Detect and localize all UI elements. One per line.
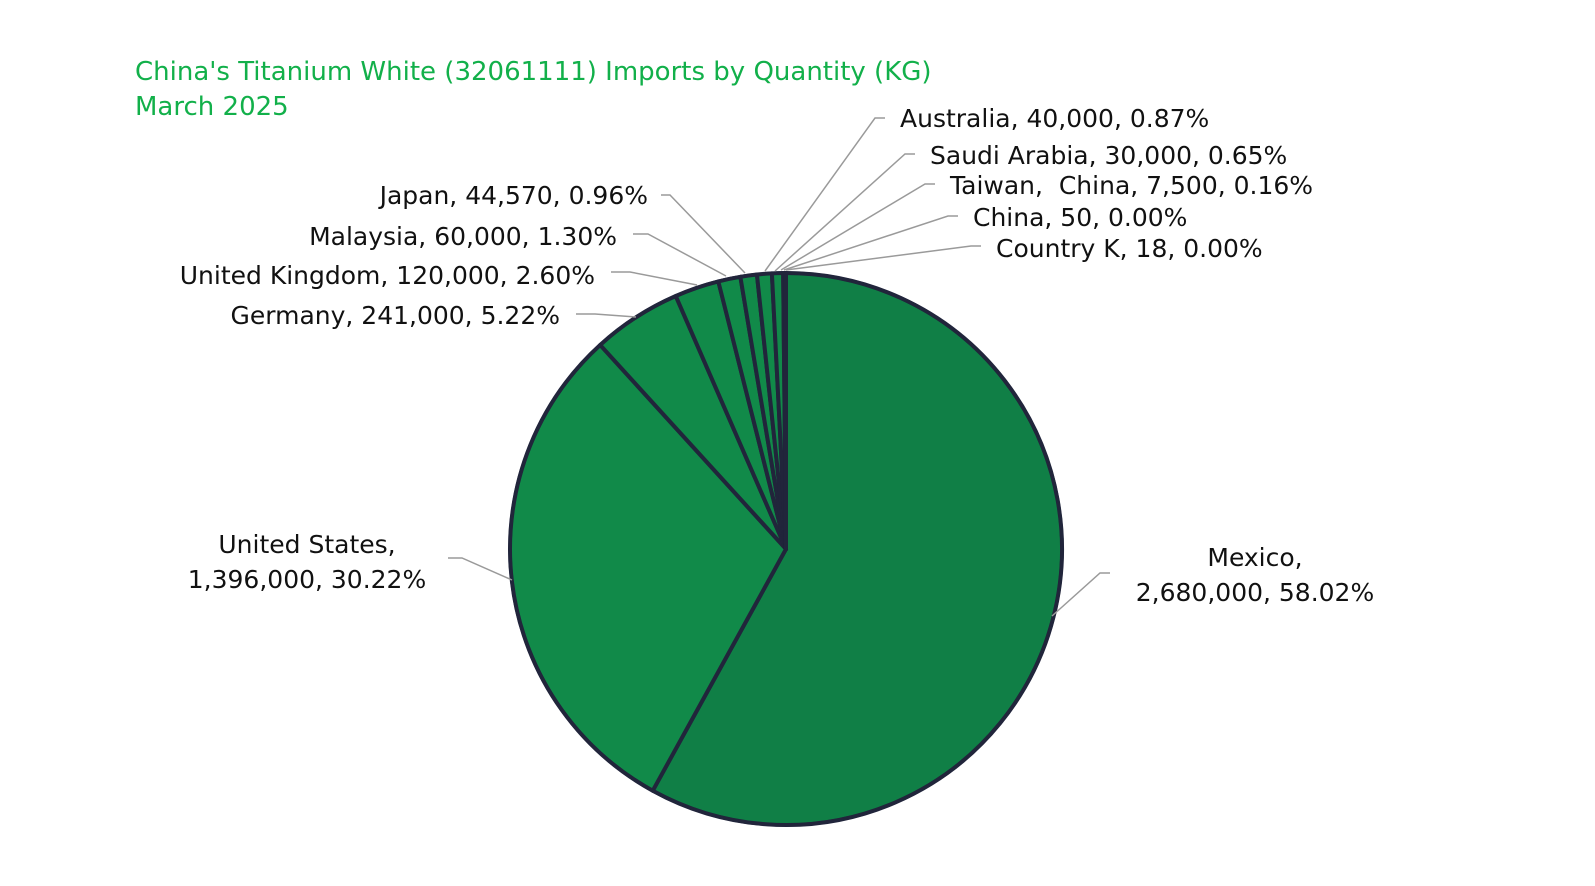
leader-line-taiwan-china-7-500-0-16 [780, 183, 935, 271]
pie-slices [508, 270, 1064, 827]
chart-title: China's Titanium White (32061111) Import… [135, 57, 932, 87]
leader-line-country-k-18-0-00 [785, 245, 981, 271]
leader-lines [448, 117, 1110, 617]
slice-label-united-kingdom-120-000-2-60: United Kingdom, 120,000, 2.60% [180, 261, 595, 290]
chart-subtitle: March 2025 [135, 92, 289, 122]
slice-label-australia-40-000-0-87: Australia, 40,000, 0.87% [900, 104, 1209, 133]
leader-line-australia-40-000-0-87 [764, 117, 885, 272]
slice-label-china-50-0-00: China, 50, 0.00% [973, 203, 1187, 232]
leader-line-united-kingdom-120-000-2-60 [611, 271, 698, 286]
slice-labels: Mexico, 2,680,000, 58.02% United States, 1,… [180, 104, 1374, 607]
leader-line-malaysia-60-000-1-30 [633, 233, 727, 277]
slice-label-germany-241-000-5-22: Germany, 241,000, 5.22% [231, 301, 561, 330]
slice-label-mexico: Mexico, [1207, 543, 1302, 572]
slice-label-japan-44-570-0-96: Japan, 44,570, 0.96% [378, 181, 648, 210]
slice-label-saudi-arabia-30-000-0-65: Saudi Arabia, 30,000, 0.65% [930, 141, 1287, 170]
leader-line-mexico [1051, 572, 1110, 617]
slice-label-country-k-18-0-00: Country K, 18, 0.00% [996, 234, 1263, 263]
leader-line-saudi-arabia-30-000-0-65 [774, 153, 915, 272]
slice-label-mexico-line2: 2,680,000, 58.02% [1136, 578, 1374, 607]
pie-outline [508, 271, 1064, 827]
slice-label-united-states: United States, [218, 530, 395, 559]
leader-line-united-states [448, 557, 513, 581]
slice-label-united-states-line2: 1,396,000, 30.22% [188, 565, 426, 594]
slice-label-taiwan-china-7-500-0-16: Taiwan, China, 7,500, 0.16% [949, 171, 1313, 200]
slice-label-malaysia-60-000-1-30: Malaysia, 60,000, 1.30% [309, 222, 617, 251]
leader-line-japan-44-570-0-96 [661, 194, 746, 274]
leader-line-germany-241-000-5-22 [576, 313, 637, 318]
leader-line-china-50-0-00 [783, 215, 958, 271]
